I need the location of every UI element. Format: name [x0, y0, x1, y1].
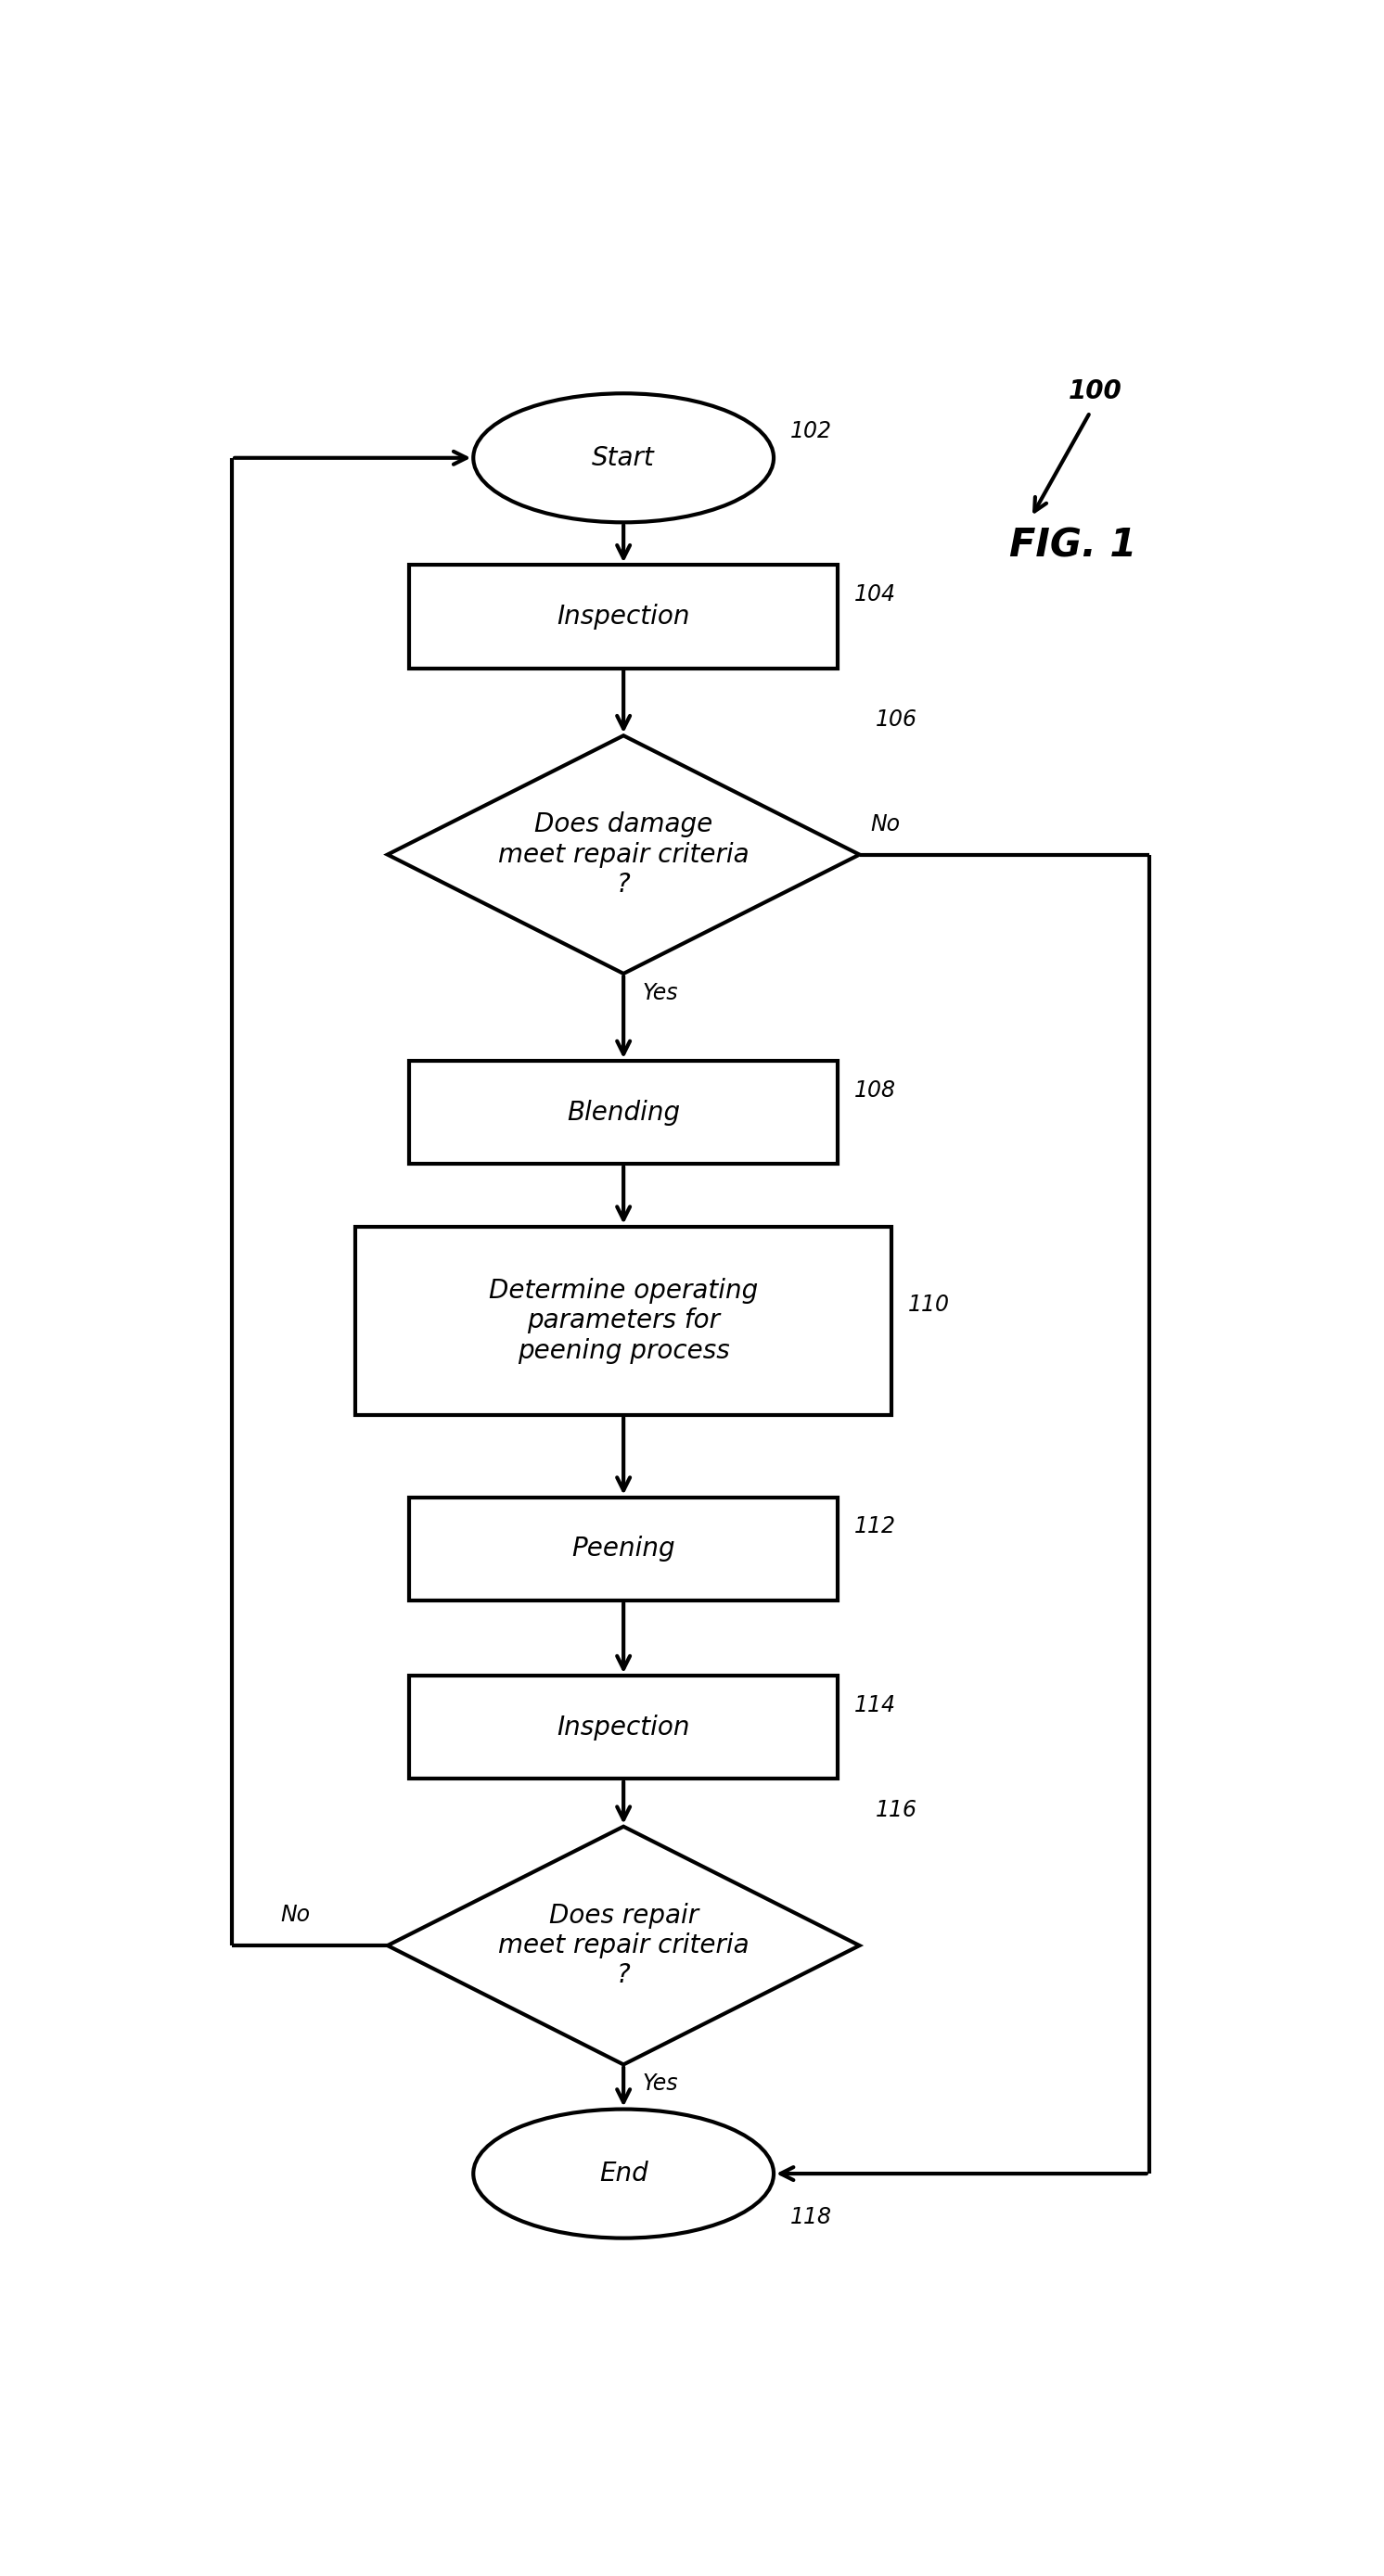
Text: 100: 100	[1068, 379, 1122, 404]
Text: 102: 102	[790, 420, 832, 443]
Text: Inspection: Inspection	[556, 603, 691, 629]
Text: 116: 116	[876, 1798, 918, 1821]
Text: Determine operating
parameters for
peening process: Determine operating parameters for peeni…	[489, 1278, 758, 1363]
Text: 104: 104	[854, 582, 895, 605]
Text: 106: 106	[876, 708, 918, 729]
Text: 108: 108	[854, 1079, 895, 1100]
Text: Does repair
meet repair criteria
?: Does repair meet repair criteria ?	[498, 1904, 749, 1989]
Text: 114: 114	[854, 1695, 895, 1716]
Text: No: No	[871, 814, 900, 835]
Text: FIG. 1: FIG. 1	[1010, 526, 1138, 564]
Text: Yes: Yes	[642, 981, 678, 1005]
Text: Peening: Peening	[572, 1535, 675, 1561]
Text: 110: 110	[908, 1293, 949, 1316]
Text: End: End	[599, 2161, 648, 2187]
Text: Inspection: Inspection	[556, 1716, 691, 1741]
Text: 118: 118	[790, 2205, 832, 2228]
Text: Does damage
meet repair criteria
?: Does damage meet repair criteria ?	[498, 811, 749, 896]
Text: Yes: Yes	[642, 2074, 678, 2094]
Text: Blending: Blending	[567, 1100, 680, 1126]
Text: Start: Start	[592, 446, 655, 471]
Text: 112: 112	[854, 1515, 895, 1538]
Text: No: No	[280, 1904, 310, 1927]
